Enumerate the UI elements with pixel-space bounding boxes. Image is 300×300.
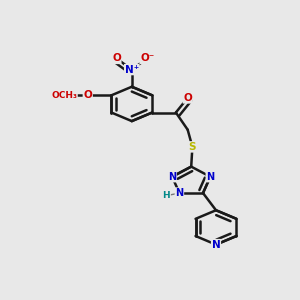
Text: N: N <box>206 172 214 182</box>
Text: N⁺: N⁺ <box>125 64 139 75</box>
Text: OCH₃: OCH₃ <box>51 91 77 100</box>
Text: O: O <box>83 90 92 100</box>
Text: N: N <box>168 172 176 182</box>
Text: S: S <box>189 142 196 152</box>
Text: N: N <box>212 240 220 250</box>
Text: N: N <box>176 188 184 198</box>
Text: O⁻: O⁻ <box>140 53 154 63</box>
Text: O: O <box>183 93 192 103</box>
Text: H: H <box>163 191 170 200</box>
Text: O: O <box>112 53 121 63</box>
